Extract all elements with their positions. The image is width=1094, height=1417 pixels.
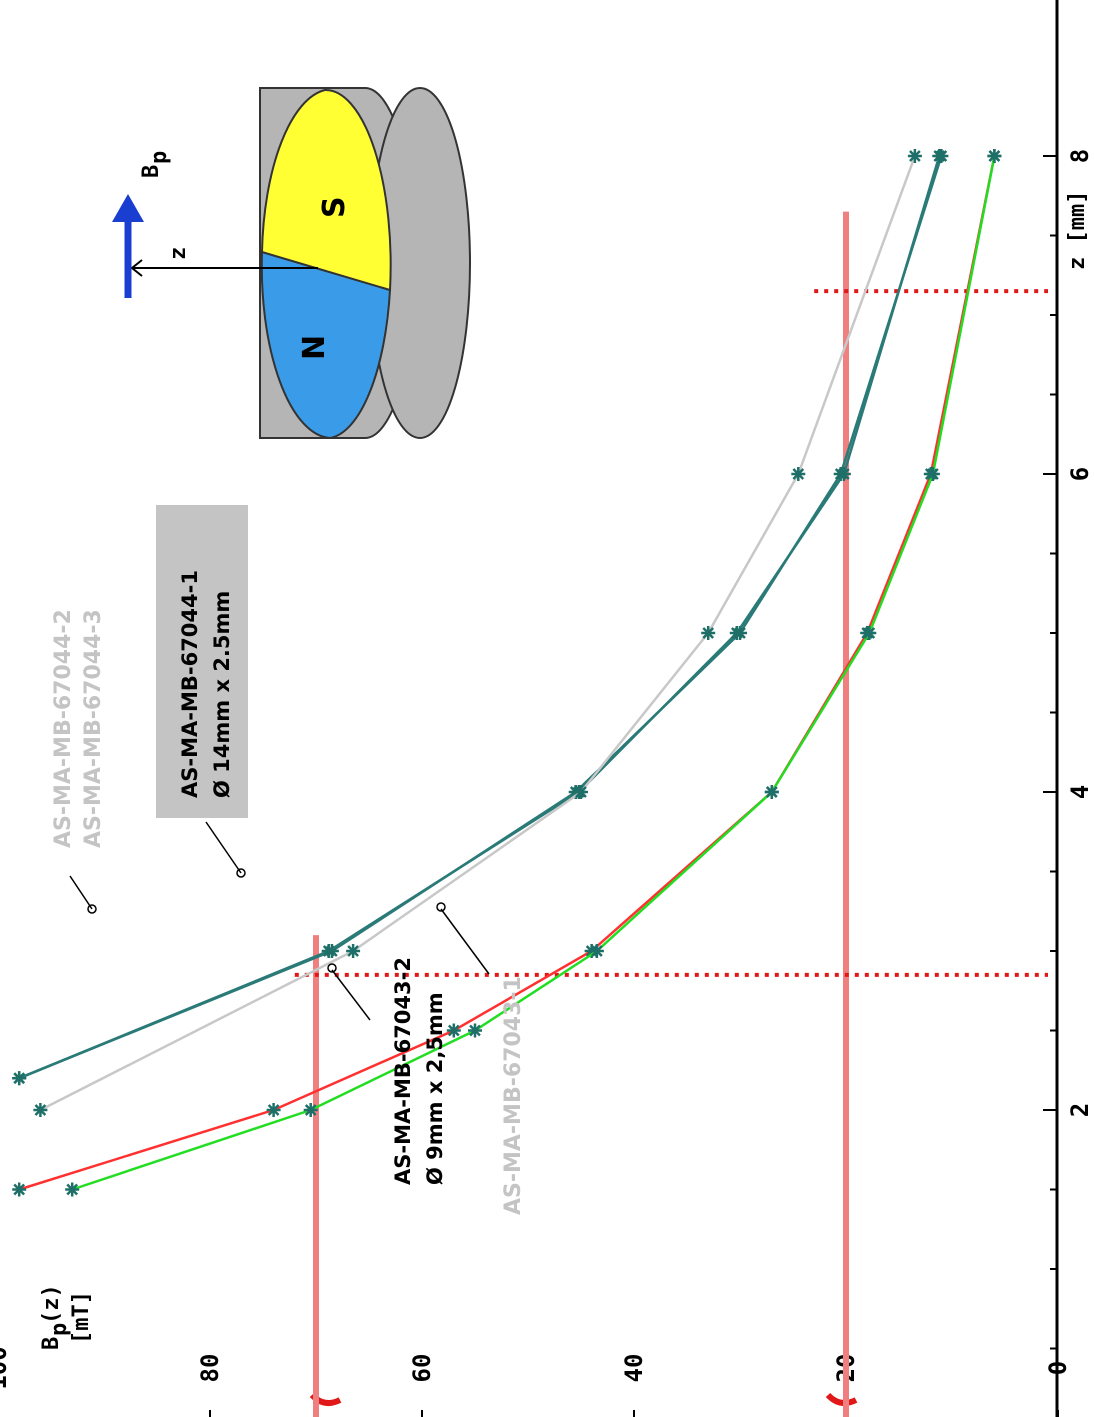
data-point bbox=[701, 626, 716, 640]
bracket-mark-right bbox=[825, 1392, 858, 1407]
pole-south: S bbox=[317, 196, 352, 218]
z-measure-arrowhead bbox=[130, 259, 143, 277]
leader-67043-2 bbox=[331, 969, 371, 1021]
marker-stroke bbox=[591, 945, 603, 957]
leader-dot-67044-2 bbox=[87, 904, 97, 914]
data-point bbox=[932, 149, 947, 163]
x-axis-title: z [mm] bbox=[1065, 191, 1090, 270]
marker-stroke bbox=[347, 945, 359, 957]
marker-stroke bbox=[927, 468, 939, 480]
label-67043-2-name: AS-MA-MB-67043-2 bbox=[391, 957, 415, 1185]
data-point bbox=[729, 626, 744, 640]
data-point bbox=[574, 785, 588, 799]
marker-stroke bbox=[13, 1072, 26, 1085]
data-point bbox=[321, 944, 336, 958]
reference-lines bbox=[294, 211, 1048, 1417]
data-point bbox=[791, 467, 806, 481]
marker-stroke bbox=[447, 1024, 460, 1037]
field-arrow-head bbox=[112, 194, 144, 222]
data-point bbox=[12, 1071, 27, 1086]
marker-stroke bbox=[469, 1024, 481, 1037]
data-point bbox=[589, 944, 604, 958]
x-tick-label: 2 bbox=[1066, 1103, 1094, 1117]
data-point bbox=[836, 467, 851, 481]
data-point bbox=[65, 1182, 80, 1197]
data-point bbox=[33, 1103, 48, 1117]
series-line bbox=[18, 155, 996, 1191]
data-point bbox=[468, 1023, 482, 1038]
y-tick-label: 0 bbox=[1044, 1361, 1072, 1375]
data-point bbox=[764, 785, 779, 799]
marker-stroke bbox=[838, 468, 850, 480]
series-line bbox=[18, 155, 941, 1080]
label-box-67044-1 bbox=[156, 505, 248, 818]
field-label-sub: p bbox=[147, 151, 172, 164]
label-67044-1-name: AS-MA-MB-67044-1 bbox=[178, 570, 202, 798]
ylabel-sub: p bbox=[47, 1323, 72, 1336]
field-label-main: B bbox=[139, 165, 164, 178]
marker-stroke bbox=[909, 150, 921, 162]
data-point bbox=[446, 1023, 461, 1038]
y-axis-title: B p (z) [mT] bbox=[39, 1284, 94, 1350]
marker-stroke bbox=[863, 627, 876, 639]
ylabel-rest: (z) bbox=[39, 1284, 64, 1324]
series-line bbox=[71, 155, 996, 1191]
marker-stroke bbox=[267, 1104, 280, 1116]
data-point bbox=[925, 467, 940, 481]
leader-67043-1 bbox=[440, 908, 490, 975]
marker-stroke bbox=[702, 627, 715, 639]
leader-lines bbox=[69, 821, 490, 1021]
data-point bbox=[987, 149, 1002, 163]
ylabel-unit: [mT] bbox=[69, 1291, 94, 1344]
x-tick-label: 4 bbox=[1066, 785, 1094, 799]
label-67044-3: AS-MA-MB-67044-3 bbox=[81, 609, 106, 848]
leader-dot-67044-1 bbox=[236, 868, 246, 878]
leader-dot-67043-1 bbox=[436, 902, 446, 912]
marker-stroke bbox=[322, 945, 335, 957]
data-point bbox=[907, 149, 922, 163]
marker-stroke bbox=[792, 468, 805, 480]
magnet-face-north bbox=[260, 250, 392, 440]
y-tick-label: 80 bbox=[196, 1354, 224, 1383]
label-67044-2: AS-MA-MB-67044-2 bbox=[51, 609, 76, 848]
y-tick-label: 60 bbox=[408, 1354, 436, 1383]
data-point bbox=[266, 1103, 281, 1117]
series-line bbox=[39, 155, 917, 1112]
label-67044-1-size: Ø 14mm x 2.5mm bbox=[210, 591, 234, 798]
x-tick-label: 6 bbox=[1066, 467, 1094, 481]
leader-dot-67043-2 bbox=[327, 963, 337, 973]
y-tick-label: 100 bbox=[0, 1346, 12, 1389]
marker-stroke bbox=[34, 1104, 47, 1116]
marker-stroke bbox=[730, 627, 743, 639]
tick-group bbox=[209, 155, 1059, 1417]
marker-stroke bbox=[66, 1183, 79, 1196]
series-group bbox=[12, 149, 1002, 1197]
marker-stroke bbox=[13, 1183, 26, 1196]
marker-stroke bbox=[765, 786, 778, 798]
data-point bbox=[346, 944, 361, 958]
pole-north: N bbox=[297, 335, 332, 360]
x-tick-label: 8 bbox=[1066, 149, 1094, 163]
data-point bbox=[12, 1182, 27, 1197]
ylabel-main: B bbox=[39, 1337, 64, 1350]
y-tick-label: 40 bbox=[620, 1354, 648, 1383]
marker-stroke bbox=[988, 150, 1001, 162]
label-67043-1: AS-MA-MB-67043-1 bbox=[501, 976, 526, 1215]
leader-67044-1 bbox=[205, 821, 242, 874]
magnet-diagram: N S z B p bbox=[112, 87, 471, 440]
z-measure-label: z bbox=[166, 247, 191, 260]
leader-67044-2 bbox=[69, 875, 93, 910]
magnet-face-south bbox=[260, 88, 392, 292]
field-label: B p bbox=[139, 151, 172, 178]
marker-stroke bbox=[575, 786, 587, 798]
marker-stroke bbox=[933, 150, 946, 162]
marker-stroke bbox=[304, 1104, 317, 1116]
label-67043-2-size: Ø 9mm x 2,5mm bbox=[423, 992, 447, 1185]
data-point bbox=[303, 1103, 318, 1117]
data-point bbox=[862, 626, 877, 640]
